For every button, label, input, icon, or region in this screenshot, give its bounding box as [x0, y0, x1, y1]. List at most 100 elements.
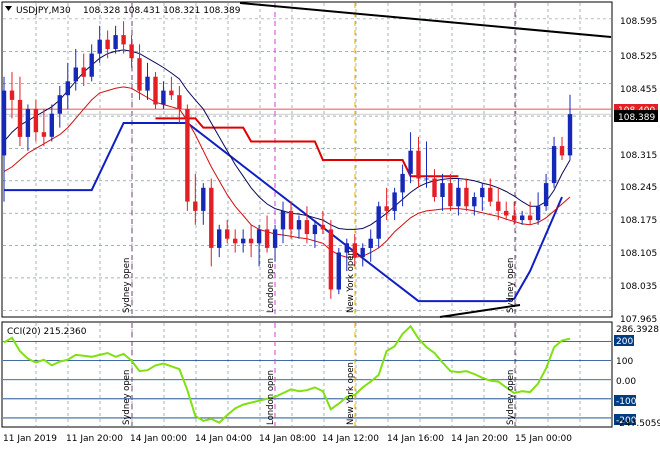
candle-body	[424, 178, 429, 180]
trendline	[239, 2, 612, 318]
candle-body	[448, 183, 453, 207]
candle-body	[320, 224, 326, 230]
candle-body	[1, 90, 7, 156]
candle-body	[472, 197, 477, 207]
time-tick: 15 Jan 00:00	[515, 434, 572, 444]
price-tick: 108.315	[620, 151, 657, 161]
candle-body	[464, 187, 469, 207]
candle-body	[81, 67, 86, 77]
newyork-open-label: New York open	[346, 250, 356, 313]
candle-body	[137, 58, 142, 91]
candle-body	[201, 187, 206, 211]
candle-body	[328, 229, 334, 290]
candle-body	[225, 229, 230, 239]
candle-body	[49, 113, 54, 137]
price-tick: 107.965	[620, 315, 657, 325]
cci-level-lines	[3, 341, 611, 419]
candle-body	[121, 35, 126, 45]
candle-body	[185, 109, 190, 202]
candle-body	[352, 243, 357, 258]
candle-body	[288, 210, 294, 230]
sydney-open-label: Sydney open	[122, 370, 132, 425]
sydney-open-label: Sydney open	[122, 258, 132, 313]
candle-body	[384, 206, 389, 211]
price-tick: 108.105	[620, 249, 657, 259]
cci-series-line	[3, 324, 571, 424]
candle-body	[193, 201, 198, 211]
moving-averages	[3, 49, 571, 258]
price-tick: 108.455	[620, 85, 657, 95]
candle-body	[440, 183, 445, 197]
candle-body	[360, 247, 365, 258]
time-tick: 11 Jan 20:00	[66, 434, 123, 444]
time-axis: 11 Jan 2019 11 Jan 20:00 14 Jan 00:00 14…	[3, 434, 572, 444]
sydney-open-label: Sydney open	[506, 370, 516, 425]
price-tick: 108.595	[620, 17, 657, 27]
candle-body	[543, 183, 549, 207]
candle-body	[217, 229, 222, 248]
time-tick: 14 Jan 04:00	[195, 434, 252, 444]
candle-body	[57, 95, 62, 114]
time-tick: 11 Jan 2019	[3, 434, 57, 444]
envelope-top-line	[155, 117, 459, 178]
ma-fast-line	[3, 86, 571, 258]
candle-body	[161, 90, 166, 105]
session-labels: Sydney open Sydney open London open Lond…	[122, 250, 516, 425]
candle-body	[33, 109, 39, 133]
symbol-dropdown-icon[interactable]	[5, 6, 12, 11]
price-tick: 108.175	[620, 216, 657, 226]
time-tick: 14 Jan 12:00	[322, 434, 379, 444]
current-price-label-bg	[614, 110, 658, 122]
cci-tick: 200	[616, 337, 633, 347]
candle-body	[456, 187, 461, 207]
price-panel	[1, 1, 613, 318]
candle-body	[376, 206, 381, 239]
candle-body	[89, 53, 94, 77]
candle-body	[567, 114, 573, 156]
cci-tick: 0.00	[616, 377, 636, 387]
bid-price-label-bg	[614, 104, 658, 115]
envelope-bottom-line	[4, 122, 563, 303]
ma-slow-line	[3, 49, 571, 230]
cci-tick-bg	[614, 395, 636, 406]
cci-tick-bg	[614, 414, 636, 425]
candle-body	[408, 150, 413, 174]
candle-body	[272, 229, 278, 248]
candle-body	[559, 146, 565, 156]
cci-line	[3, 324, 571, 424]
symbol-label: USDJPY,M30	[16, 6, 71, 16]
envelope-lines	[4, 117, 563, 303]
candle-body	[97, 39, 102, 54]
candle-body	[535, 206, 541, 221]
candle-body	[336, 252, 341, 290]
candle-body	[400, 173, 405, 193]
grid-lines	[3, 3, 611, 426]
candle-body	[496, 201, 501, 211]
london-open-label: London open	[266, 370, 276, 425]
candle-body	[432, 178, 437, 197]
time-tick: 14 Jan 08:00	[259, 434, 316, 444]
candle-body	[233, 238, 238, 244]
candle-body	[264, 229, 270, 248]
current-price-label: 108.389	[618, 113, 655, 123]
candle-body	[488, 187, 493, 202]
candle-body	[551, 146, 557, 184]
price-tick: 108.035	[620, 282, 657, 292]
candle-body	[368, 238, 373, 248]
price-tick: 108.525	[620, 52, 657, 62]
candle-body	[73, 67, 78, 82]
newyork-open-label: New York open	[346, 362, 356, 425]
candle-body	[9, 90, 15, 100]
candle-body	[248, 238, 254, 244]
session-lines	[3, 3, 611, 426]
header: USDJPY,M30 108.328 108.431 108.321 108.3…	[5, 6, 241, 16]
sydney-open-label: Sydney open	[506, 258, 516, 313]
cci-axis: 286.3928 200 100 0.00 -100 -200 -247.505…	[614, 325, 660, 429]
time-tick: 14 Jan 16:00	[387, 434, 444, 444]
cci-tick: 286.3928	[616, 325, 659, 335]
london-open-label: London open	[266, 258, 276, 313]
candle-body	[241, 238, 246, 244]
cci-tick: -200	[616, 416, 637, 426]
cci-tick-bg	[614, 335, 634, 346]
candlesticks	[1, 21, 573, 299]
